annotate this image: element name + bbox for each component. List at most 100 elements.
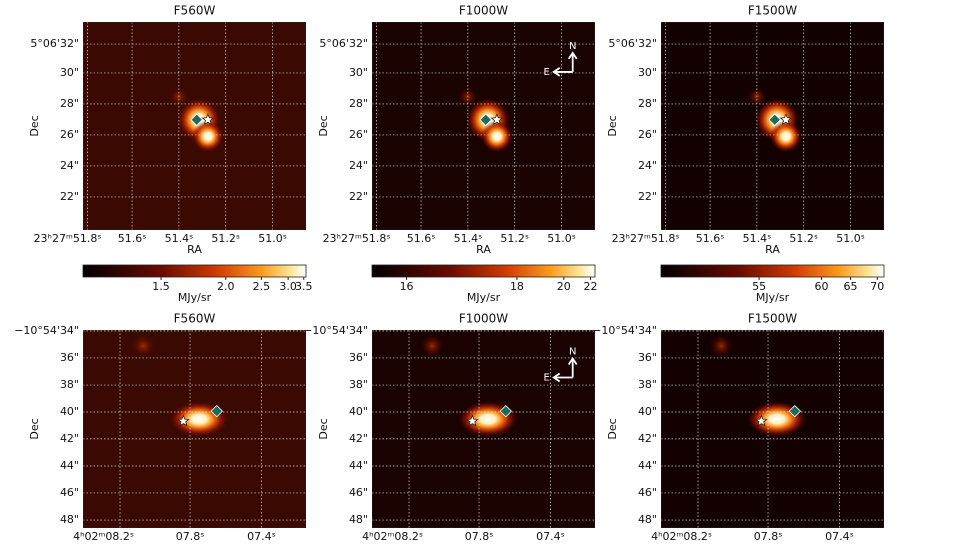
colorbar	[82, 264, 307, 278]
y-tick-label: 40"	[349, 405, 368, 418]
x-tick-label: 07.4ˢ	[536, 530, 565, 543]
faint-source	[709, 333, 734, 358]
y-tick-label: 36"	[638, 351, 657, 364]
y-tick-label: 36"	[349, 351, 368, 364]
panel-title: F560W	[174, 312, 216, 326]
y-tick-label: 28"	[349, 97, 368, 110]
colorbar-tick-label: 60	[815, 280, 829, 293]
x-axis-label: RA	[187, 243, 202, 256]
x-tick-label: 07.8ˢ	[176, 530, 205, 543]
y-tick-label: 46"	[349, 486, 368, 499]
panel: −10°54'34" 36" 38" 40" 42" 44" 46" 48" 4ʰ02ᵐ08.2…	[14, 312, 306, 543]
y-axis-label: Dec	[317, 115, 330, 136]
x-tick-label: 07.8ˢ	[754, 530, 783, 543]
y-tick-label: −10°54'34"	[14, 324, 79, 337]
y-tick-label: 42"	[349, 432, 368, 445]
x-tick-label: 51.0ˢ	[836, 232, 865, 245]
diamond-marker	[768, 113, 781, 126]
y-tick-label: 30"	[349, 66, 368, 79]
compass-east: E	[544, 373, 550, 384]
x-tick-label: 51.4ˢ	[165, 232, 194, 245]
y-axis-label: Dec	[606, 418, 619, 439]
image	[372, 330, 595, 528]
faint-source	[131, 333, 156, 358]
x-tick-label: 51.4ˢ	[743, 232, 772, 245]
x-tick-label: 07.4ˢ	[247, 530, 276, 543]
y-tick-label: 44"	[638, 459, 657, 472]
y-tick-label: −10°54'34"	[592, 324, 657, 337]
y-tick-label: 28"	[60, 97, 79, 110]
panel-title: F1500W	[748, 312, 797, 326]
colorbar-label: MJy/sr	[756, 291, 790, 304]
y-tick-label: 38"	[638, 378, 657, 391]
panel-title: F1500W	[748, 4, 797, 18]
diamond-marker	[210, 404, 224, 418]
colorbar	[660, 264, 885, 278]
y-tick-label: 46"	[638, 486, 657, 499]
image	[661, 330, 884, 528]
colorbar	[371, 264, 596, 278]
y-axis-label: Dec	[317, 418, 330, 439]
y-axis-label: Dec	[606, 115, 619, 136]
panel-title: F1000W	[459, 312, 508, 326]
x-tick-label: 4ʰ02ᵐ08.2ˢ	[73, 530, 134, 543]
colorbar-tick-label: 3.0	[279, 280, 297, 293]
colorbar-tick-label: 18	[510, 280, 524, 293]
colorbar-tick-label: 3.5	[295, 280, 313, 293]
y-tick-label: 24"	[60, 159, 79, 172]
y-tick-label: 24"	[638, 159, 657, 172]
compass-east: E	[544, 67, 550, 78]
x-tick-label: 51.2ˢ	[211, 232, 240, 245]
compass-north: N	[569, 41, 576, 52]
y-tick-label: 38"	[349, 378, 368, 391]
y-tick-label: 42"	[638, 432, 657, 445]
x-tick-label: 51.0ˢ	[547, 232, 576, 245]
panel: −10°54'34" 36" 38" 40" 42" 44" 46" 48" 4ʰ02ᵐ08.2…	[592, 312, 884, 543]
x-tick-label: 4ʰ02ᵐ08.2ˢ	[362, 530, 423, 543]
compass-arrows	[552, 356, 578, 383]
x-tick-label: 51.0ˢ	[258, 232, 287, 245]
x-tick-label: 4ʰ02ᵐ08.2ˢ	[651, 530, 712, 543]
y-tick-label: 40"	[638, 405, 657, 418]
y-tick-label: 26"	[638, 128, 657, 141]
x-tick-label: 07.4ˢ	[825, 530, 854, 543]
x-tick-label: 51.6ˢ	[118, 232, 147, 245]
x-tick-label: 23ʰ27ᵐ51.8ˢ	[34, 232, 102, 245]
image	[661, 22, 884, 230]
y-tick-label: 28"	[638, 97, 657, 110]
colorbar-tick-label: 1.5	[152, 280, 170, 293]
star-marker	[755, 414, 768, 427]
x-tick-label: 23ʰ27ᵐ51.8ˢ	[323, 232, 391, 245]
colorbar-tick-label: 2.5	[253, 280, 271, 293]
colorbar-tick-label: 55	[752, 280, 766, 293]
star-marker	[779, 113, 793, 126]
colorbar-label: MJy/sr	[467, 291, 501, 304]
y-tick-label: 22"	[638, 190, 657, 203]
y-tick-label: 26"	[60, 128, 79, 141]
x-tick-label: 23ʰ27ᵐ51.8ˢ	[612, 232, 680, 245]
panel: 5°06'32" 30" 28" 26" 24" 22" 23ʰ27ᵐ51.8ˢ 51.6ˢ 5…	[606, 4, 885, 304]
panel: 5°06'32" 30" 28" 26" 24" 22" 23ʰ27ᵐ51.8ˢ 51.6ˢ 5…	[317, 4, 598, 305]
y-tick-label: 22"	[60, 190, 79, 203]
y-tick-label: 22"	[349, 190, 368, 203]
x-tick-label: 51.6ˢ	[696, 232, 725, 245]
y-tick-label: 5°06'32"	[30, 37, 79, 50]
panel-title: F560W	[174, 4, 216, 18]
x-axis-label: RA	[476, 243, 491, 256]
y-tick-label: 24"	[349, 159, 368, 172]
x-tick-label: 51.4ˢ	[454, 232, 483, 245]
compass-arrows	[552, 51, 578, 77]
y-tick-label: 48"	[60, 513, 79, 526]
y-tick-label: 30"	[60, 66, 79, 79]
y-tick-label: 40"	[60, 405, 79, 418]
y-tick-label: 48"	[638, 513, 657, 526]
colorbar-tick-label: 20	[557, 280, 571, 293]
y-tick-label: 30"	[638, 66, 657, 79]
image	[83, 22, 306, 230]
star-marker	[177, 414, 190, 427]
x-tick-label: 51.2ˢ	[500, 232, 529, 245]
y-tick-label: 44"	[60, 459, 79, 472]
y-tick-label: 48"	[349, 513, 368, 526]
x-tick-label: 51.2ˢ	[789, 232, 818, 245]
